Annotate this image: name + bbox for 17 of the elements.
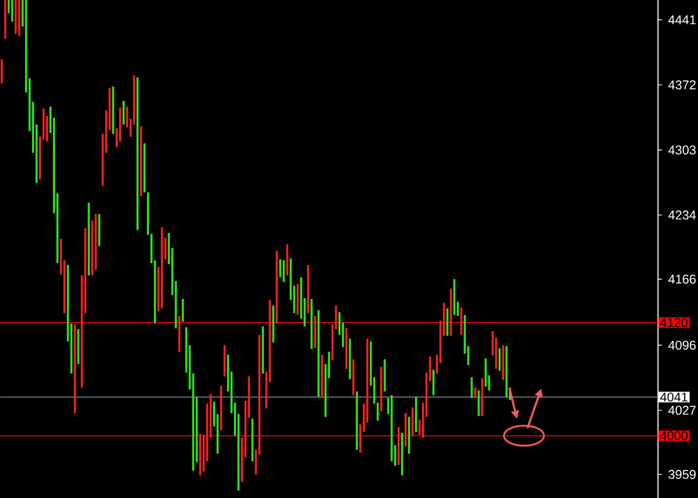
candlestick	[0, 59, 3, 84]
y-tick-label: 4372	[668, 80, 696, 90]
ref-line-label: 4120	[660, 318, 688, 328]
ref-line-label: 4000	[660, 431, 688, 440]
candlestick	[11, 0, 14, 22]
y-tick-label: 4441	[668, 15, 696, 24]
y-tick-label: 3959	[668, 470, 696, 479]
candlestick	[282, 260, 285, 282]
y-tick-label: 4027	[668, 406, 696, 415]
candlestick	[122, 100, 125, 125]
y-tick-label: 4166	[668, 274, 696, 284]
y-tick-label: 4096	[668, 340, 696, 350]
candlestick	[498, 348, 501, 371]
y-tick-label: 4303	[668, 145, 696, 154]
candlestick	[279, 259, 282, 278]
ref-line-label: 4041	[660, 392, 688, 402]
y-tick-label: 4234	[668, 210, 696, 220]
